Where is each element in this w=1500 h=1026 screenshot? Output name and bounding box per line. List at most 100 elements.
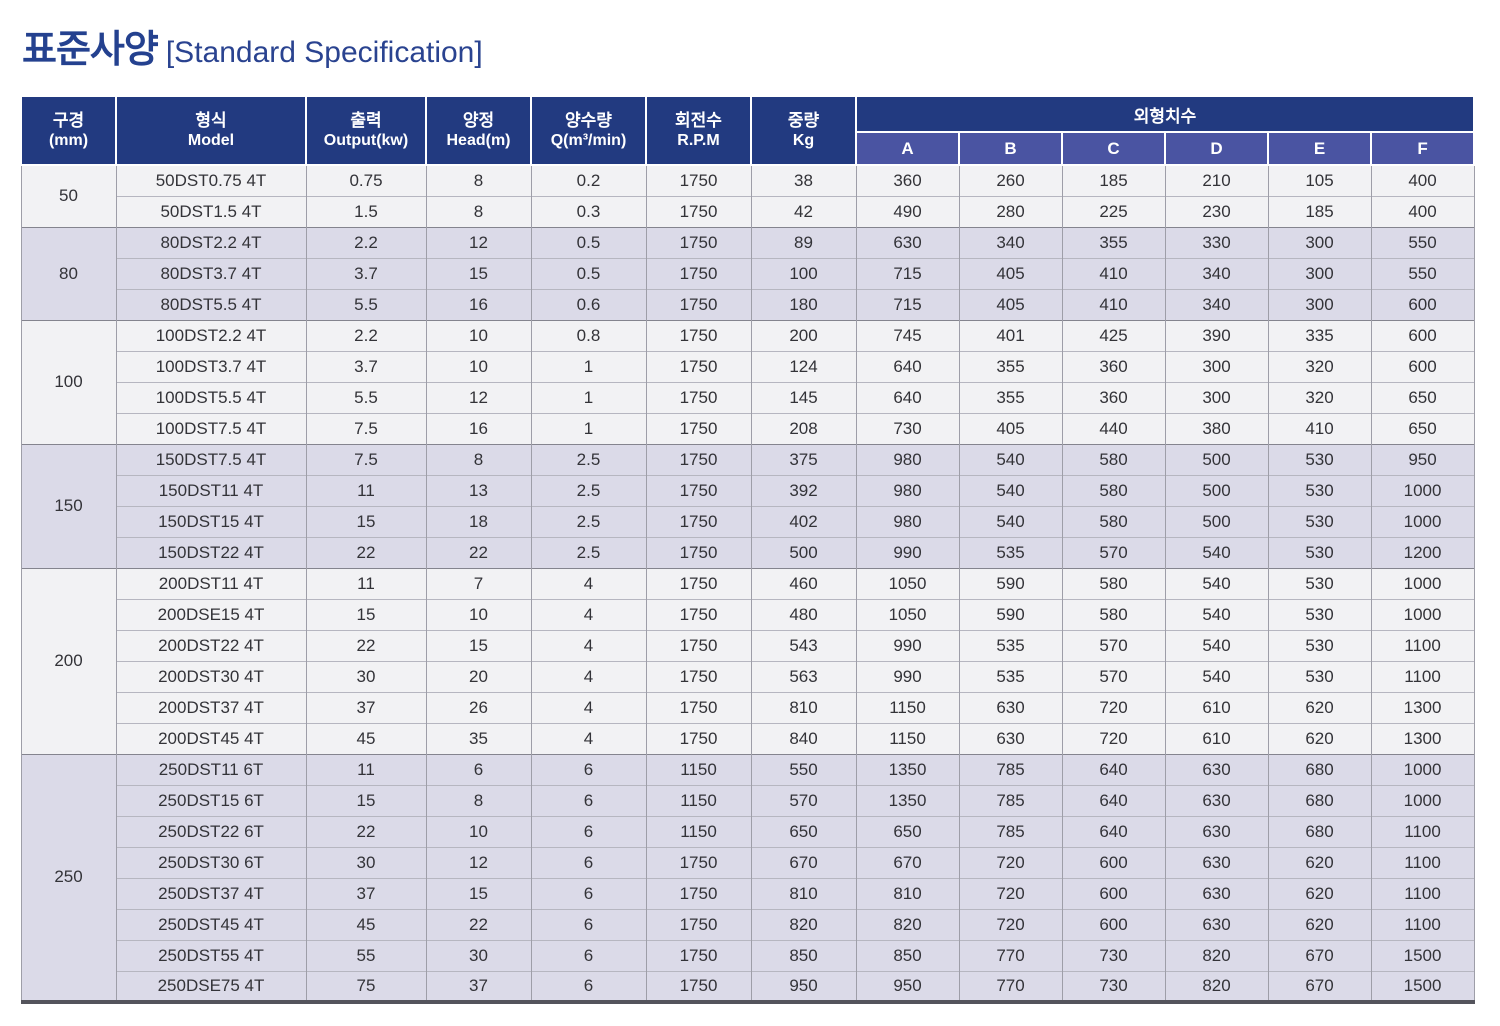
cell-dim-b: 770 <box>958 939 1063 971</box>
cell-dim-c: 570 <box>1061 536 1166 568</box>
table-row: 250DST55 4T 55 30 6 1750 850 850 770 730 820 670 15… <box>21 939 1475 971</box>
cell-dim-f: 1200 <box>1370 536 1475 568</box>
cell-head: 37 <box>425 970 532 1002</box>
cell-model: 100DST3.7 4T <box>115 350 307 382</box>
cell-kg: 850 <box>750 939 857 971</box>
cell-rpm: 1750 <box>645 195 752 227</box>
cell-dim-e: 620 <box>1267 846 1372 878</box>
cell-q: 2.5 <box>530 443 647 475</box>
cell-head: 15 <box>425 629 532 661</box>
cell-dim-e: 680 <box>1267 753 1372 785</box>
cell-dim-e: 680 <box>1267 784 1372 816</box>
cell-dim-d: 500 <box>1164 443 1269 475</box>
cell-rpm: 1750 <box>645 660 752 692</box>
col-header-rpm: 회전수 R.P.M <box>645 95 752 166</box>
cell-q: 6 <box>530 939 647 971</box>
col-header-weight-en: Kg <box>792 132 815 150</box>
cell-kg: 124 <box>750 350 857 382</box>
cell-q: 1 <box>530 381 647 413</box>
cell-q: 1 <box>530 412 647 444</box>
col-header-rpm-ko: 회전수 <box>675 110 722 130</box>
cell-dim-c: 640 <box>1061 815 1166 847</box>
cell-dim-a: 670 <box>855 846 960 878</box>
cell-kg: 38 <box>750 165 857 196</box>
cell-head: 16 <box>425 412 532 444</box>
cell-q: 4 <box>530 722 647 754</box>
standard-specification-table: 구경 (mm) 형식 Model 출력 Output(kw) 양정 Head(m… <box>20 95 1476 1004</box>
cell-q: 6 <box>530 877 647 909</box>
col-header-dim-e: E <box>1267 131 1372 166</box>
table-row: 150DST11 4T 11 13 2.5 1750 392 980 540 580 500 530… <box>21 474 1475 506</box>
cell-rpm: 1750 <box>645 567 752 599</box>
col-header-diameter-en: (mm) <box>48 132 89 150</box>
cell-model: 80DST2.2 4T <box>115 226 307 258</box>
cell-kg: 820 <box>750 908 857 940</box>
cell-dim-c: 580 <box>1061 505 1166 537</box>
cell-output: 30 <box>305 660 427 692</box>
cell-dim-d: 540 <box>1164 536 1269 568</box>
cell-dim-c: 580 <box>1061 598 1166 630</box>
cell-q: 2.5 <box>530 505 647 537</box>
col-header-model-ko: 형식 <box>195 110 227 130</box>
cell-model: 150DST22 4T <box>115 536 307 568</box>
cell-kg: 950 <box>750 970 857 1002</box>
col-header-flow-en: Q(m³/min) <box>550 132 627 150</box>
table-row: 50DST1.5 4T 1.5 8 0.3 1750 42 490 280 225 230 185 4… <box>21 195 1475 227</box>
cell-dim-d: 540 <box>1164 629 1269 661</box>
cell-dim-f: 1100 <box>1370 846 1475 878</box>
cell-dim-e: 320 <box>1267 381 1372 413</box>
cell-dim-e: 530 <box>1267 443 1372 475</box>
cell-q: 6 <box>530 753 647 785</box>
cell-model: 150DST15 4T <box>115 505 307 537</box>
cell-kg: 200 <box>750 319 857 351</box>
cell-rpm: 1750 <box>645 288 752 320</box>
cell-head: 18 <box>425 505 532 537</box>
cell-kg: 563 <box>750 660 857 692</box>
cell-model: 100DST7.5 4T <box>115 412 307 444</box>
cell-output: 37 <box>305 877 427 909</box>
cell-q: 6 <box>530 970 647 1002</box>
cell-dim-f: 1000 <box>1370 505 1475 537</box>
cell-dim-a: 810 <box>855 877 960 909</box>
cell-q: 6 <box>530 908 647 940</box>
page: 표준사양 [Standard Specification] 구경 (mm) 형식 … <box>20 29 1476 1004</box>
cell-output: 30 <box>305 846 427 878</box>
cell-dim-a: 1050 <box>855 598 960 630</box>
cell-dim-c: 730 <box>1061 939 1166 971</box>
cell-dim-f: 600 <box>1370 288 1475 320</box>
cell-dim-a: 715 <box>855 257 960 289</box>
cell-head: 10 <box>425 815 532 847</box>
cell-head: 16 <box>425 288 532 320</box>
cell-q: 4 <box>530 691 647 723</box>
cell-diameter: 150 <box>20 443 117 568</box>
cell-dim-f: 600 <box>1370 319 1475 351</box>
col-header-head-en: Head(m) <box>446 132 511 150</box>
cell-dim-e: 185 <box>1267 195 1372 227</box>
cell-diameter: 200 <box>20 567 117 754</box>
cell-rpm: 1750 <box>645 226 752 258</box>
cell-dim-f: 1000 <box>1370 598 1475 630</box>
cell-output: 15 <box>305 505 427 537</box>
cell-rpm: 1750 <box>645 598 752 630</box>
table-row: 100DST7.5 4T 7.5 16 1 1750 208 730 405 440 380 410… <box>21 412 1475 444</box>
cell-q: 0.6 <box>530 288 647 320</box>
cell-dim-c: 580 <box>1061 443 1166 475</box>
cell-kg: 402 <box>750 505 857 537</box>
cell-output: 3.7 <box>305 350 427 382</box>
cell-dim-a: 360 <box>855 165 960 196</box>
cell-output: 22 <box>305 815 427 847</box>
cell-dim-e: 620 <box>1267 908 1372 940</box>
cell-dim-d: 630 <box>1164 846 1269 878</box>
cell-q: 0.5 <box>530 226 647 258</box>
cell-dim-f: 1000 <box>1370 753 1475 785</box>
cell-dim-e: 320 <box>1267 350 1372 382</box>
cell-dim-d: 630 <box>1164 815 1269 847</box>
cell-output: 2.2 <box>305 319 427 351</box>
cell-dim-e: 105 <box>1267 165 1372 196</box>
cell-dim-e: 335 <box>1267 319 1372 351</box>
cell-output: 3.7 <box>305 257 427 289</box>
cell-dim-e: 530 <box>1267 598 1372 630</box>
cell-kg: 570 <box>750 784 857 816</box>
col-header-dimensions: 외형치수 <box>854 95 1476 133</box>
cell-rpm: 1750 <box>645 412 752 444</box>
